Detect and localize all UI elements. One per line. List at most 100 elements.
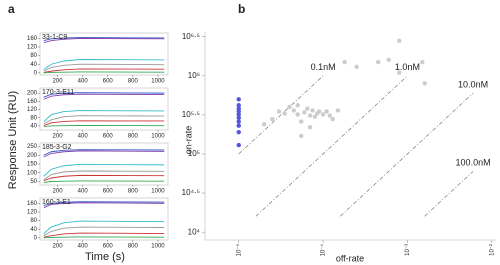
data-point: [236, 119, 241, 124]
data-point: [236, 123, 241, 128]
kd-label: 100.0nM: [456, 158, 491, 168]
sensorgram-curve: [43, 174, 165, 182]
y-tick-label: 120: [27, 45, 38, 51]
x-tick-label: 600: [103, 134, 114, 140]
y-tick-label: 0: [34, 235, 38, 241]
y-tick-label: 120: [27, 210, 38, 216]
y-axis-label: Response Unit (RU): [7, 91, 19, 189]
x-tick-label: 200: [53, 134, 64, 140]
x-tick-label: 10⁻²: [489, 244, 495, 256]
x-tick-label: 1000: [151, 134, 165, 140]
data-point: [420, 59, 425, 65]
sensorgram-curve: [43, 226, 165, 237]
data-point: [307, 125, 313, 130]
x-tick-label: 800: [128, 134, 139, 140]
data-point: [291, 108, 297, 113]
data-point: [335, 108, 341, 113]
x-tick-label: 600: [103, 79, 114, 85]
kd-line: [238, 75, 324, 155]
y-tick-label: 200: [27, 153, 38, 159]
y-tick-label: 80: [30, 53, 37, 59]
x-tick-label: 200: [53, 79, 64, 85]
x-tick-label: 10⁻⁵: [235, 243, 242, 256]
sensorgram-curve: [43, 37, 165, 44]
sensorgram-curve: [43, 180, 165, 183]
y-tick-label: 80: [30, 115, 37, 121]
data-point: [236, 115, 241, 121]
sensorgram-curve: [43, 68, 165, 73]
sensorgram-curve: [43, 115, 165, 125]
data-point: [327, 113, 332, 118]
y-tick-label: 160: [27, 201, 38, 207]
data-point: [312, 114, 318, 119]
x-tick-label: 1000: [151, 244, 165, 250]
x-tick-label: 200: [53, 244, 64, 250]
y-tick-label: 160: [27, 36, 38, 42]
y-tick-label: 40: [30, 123, 37, 129]
x-tick-label: 1000: [151, 189, 165, 195]
y-tick-label: 10⁴·⁵: [182, 188, 200, 197]
y-tick-label: 0: [34, 70, 38, 76]
y-tick-label: 200: [27, 91, 38, 97]
sensorgram-curve: [43, 120, 165, 126]
y-tick-label: 40: [30, 227, 37, 233]
sensorgram-curve: [43, 220, 165, 234]
data-point: [236, 142, 241, 148]
y-tick-label: 10⁶·⁵: [182, 32, 200, 41]
x-tick-label: 800: [128, 244, 139, 250]
sensorgram-curve: [43, 93, 165, 100]
data-point: [317, 109, 322, 114]
data-point: [307, 113, 313, 118]
y-tick-label: 50: [30, 179, 37, 185]
kd-line: [340, 92, 474, 217]
sensorgram-curve: [43, 150, 165, 158]
data-point: [270, 116, 275, 122]
plot-frame: [39, 32, 169, 76]
x-tick-label: 10⁻⁴: [320, 244, 327, 257]
y-tick-label: 120: [27, 107, 38, 113]
x-tick-label: 600: [103, 189, 114, 195]
plot-label: 185-3-G2: [42, 144, 72, 151]
sensorgram-curve: [43, 202, 165, 209]
data-point: [261, 122, 267, 127]
data-point: [298, 133, 304, 139]
x-tick-label: 10⁻³: [405, 244, 411, 256]
data-point: [287, 104, 292, 110]
kd-line: [424, 171, 474, 217]
sensorgram-curve: [43, 170, 165, 181]
sensorgram-curve: [43, 125, 165, 127]
y-tick-label: 10⁶: [188, 71, 200, 80]
data-point: [302, 110, 307, 115]
data-point: [305, 106, 310, 111]
sensorgram-curve: [43, 163, 165, 177]
data-point: [282, 111, 287, 116]
kd-label: 1.0nM: [395, 62, 420, 72]
x-tick-label: 400: [78, 244, 89, 250]
y-tick-label: 160: [27, 99, 38, 105]
y-tick-label: 10⁴: [188, 227, 201, 236]
y-tick-label: 100: [27, 170, 38, 176]
data-point: [295, 112, 300, 117]
data-point: [375, 59, 381, 65]
data-point: [320, 112, 326, 117]
sensorgram-curve: [43, 232, 165, 238]
data-point: [397, 70, 402, 75]
data-point: [342, 59, 347, 65]
x-axis-label: off-rate: [336, 253, 364, 263]
data-point: [236, 103, 241, 108]
data-point: [236, 129, 241, 135]
x-tick-label: 400: [78, 79, 89, 85]
plot-label: 170-3-E11: [42, 89, 74, 96]
sensorgram-curve: [43, 37, 165, 41]
y-tick-label: 150: [27, 162, 38, 168]
sensorgram-curve: [43, 92, 165, 98]
sensorgram-curve: [43, 71, 165, 74]
x-tick-label: 800: [128, 189, 139, 195]
kd-line: [255, 75, 408, 217]
data-point: [236, 106, 241, 111]
sensorgram-curve: [43, 149, 165, 156]
data-point: [422, 81, 427, 86]
y-tick-label: 10⁵·⁵: [182, 110, 200, 119]
data-point: [354, 64, 359, 70]
